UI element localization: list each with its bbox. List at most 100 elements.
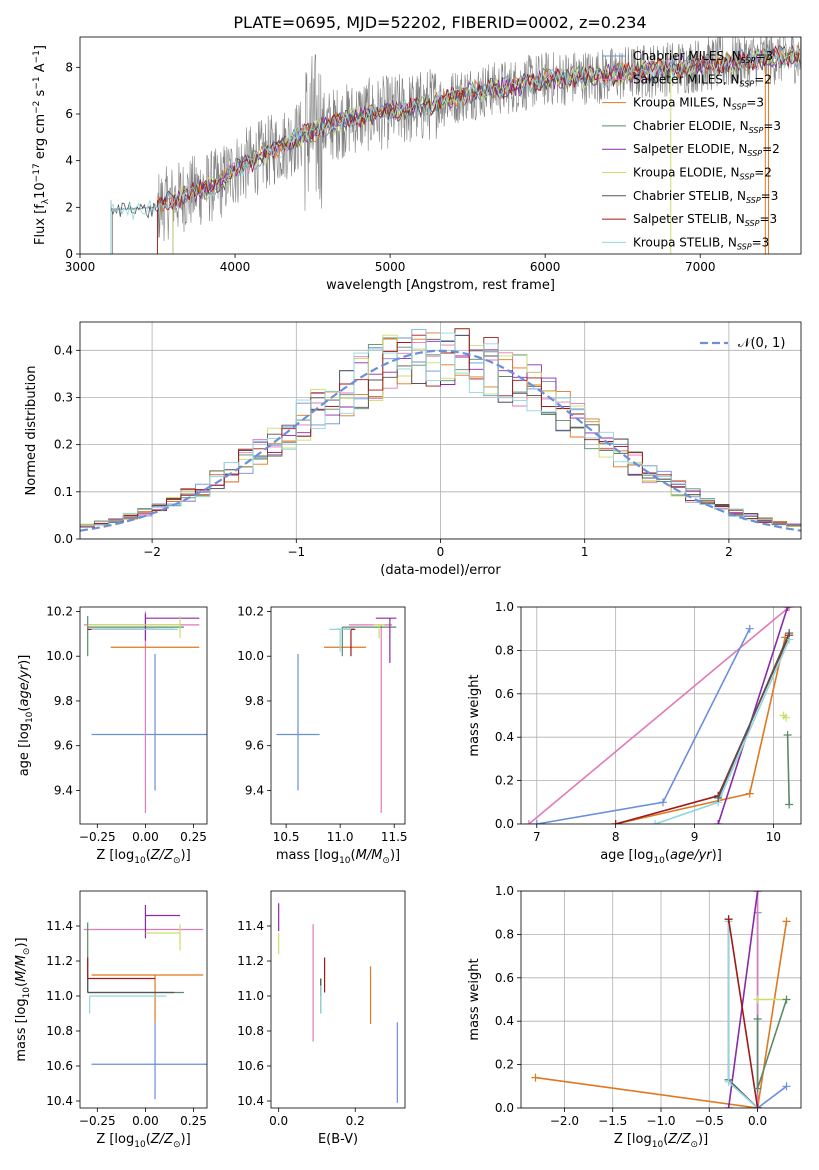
x-tick-label: −1 bbox=[287, 545, 305, 559]
legend-entry: Kroupa ELODIE, NSSP=2 bbox=[633, 166, 772, 182]
x-tick-label: 0.25 bbox=[180, 830, 207, 844]
x-axis-label: age [log10(age/yr)] bbox=[600, 848, 722, 866]
x-tick-label: 11.0 bbox=[327, 830, 354, 844]
y-axis-label: Normed distribution bbox=[24, 366, 39, 496]
x-tick-label: 0.0 bbox=[269, 1114, 288, 1128]
weight-marker bbox=[785, 800, 794, 809]
y-tick-label: 11.2 bbox=[46, 954, 73, 968]
y-tick-label: 10.0 bbox=[237, 649, 264, 663]
y-tick-label: 6 bbox=[65, 107, 73, 121]
weight-marker bbox=[782, 995, 791, 1004]
spectrum-frame bbox=[79, 36, 802, 255]
y-tick-label: 0.6 bbox=[495, 971, 514, 985]
mass-vs-extinction-panel: 0.0 0.2 10.4 10.6 10.8 11.0 11.2 11.4 E(B-V) bbox=[237, 890, 406, 1147]
age_vs_Z-frame bbox=[79, 606, 208, 825]
weight-line-salpeter-stelib bbox=[727, 919, 759, 1108]
mass-vs-metallicity-panel: −0.25 0.00 0.25 10.4 10.6 10.8 11.0 11.2 11.4 Z [… bbox=[14, 890, 208, 1150]
y-tick-label: 0.3 bbox=[54, 390, 73, 404]
weight-marker bbox=[531, 1073, 540, 1082]
model-line-salpeter-stelib bbox=[157, 45, 800, 210]
y-axis-label: mass weight bbox=[467, 674, 482, 756]
legend-entry: Salpeter STELIB, NSSP=3 bbox=[633, 212, 777, 228]
y-tick-label: 11.4 bbox=[46, 919, 73, 933]
y-tick-label: 11.0 bbox=[46, 989, 73, 1003]
x-axis-label: Z [log10(Z/Z⊙)] bbox=[96, 848, 190, 866]
weight-marker bbox=[782, 917, 791, 926]
y-tick-label: 9.4 bbox=[54, 783, 73, 797]
normal-curve bbox=[80, 349, 801, 532]
x-tick-label: 0 bbox=[437, 545, 445, 559]
y-tick-label: 10.8 bbox=[46, 1024, 73, 1038]
y-tick-label: 0.2 bbox=[495, 774, 514, 788]
mass_vs_Z-plot-area bbox=[83, 905, 207, 1100]
legend-entry: Chabrier STELIB, NSSP=3 bbox=[633, 189, 778, 205]
x-tick-label: −0.5 bbox=[695, 1114, 724, 1128]
weight_vs_age-plot-area bbox=[521, 607, 801, 824]
weight-marker bbox=[745, 624, 754, 633]
x-tick-label: −0.25 bbox=[79, 830, 116, 844]
x-axis-label: Z [log10(Z/Z⊙)] bbox=[614, 1132, 708, 1150]
x-tick-label: 3000 bbox=[65, 260, 96, 274]
y-tick-label: 10.2 bbox=[46, 604, 73, 618]
y-tick-label: 0.2 bbox=[54, 438, 73, 452]
weight-marker bbox=[785, 607, 794, 611]
y-axis-label: age [log10(age/yr)] bbox=[17, 655, 35, 777]
age_vs_mass-frame bbox=[270, 606, 406, 825]
x-tick-label: 0.2 bbox=[346, 1114, 365, 1128]
weight-marker bbox=[745, 789, 754, 798]
x-tick-label: −2.0 bbox=[550, 1114, 579, 1128]
weight-marker bbox=[714, 820, 723, 824]
y-tick-label: 0.4 bbox=[495, 1014, 514, 1028]
y-tick-label: 9.6 bbox=[245, 739, 264, 753]
x-axis-label: mass [log10(M/M⊙)] bbox=[276, 848, 400, 866]
weight-marker bbox=[651, 820, 660, 824]
y-tick-label: 10.0 bbox=[46, 649, 73, 663]
y-tick-label: 10.2 bbox=[237, 604, 264, 618]
weight-marker bbox=[753, 891, 762, 895]
x-tick-label: 8 bbox=[612, 830, 620, 844]
weight-marker bbox=[532, 820, 541, 824]
weight-marker bbox=[753, 1104, 762, 1108]
weight-marker bbox=[611, 820, 620, 824]
legend-entry: Chabrier MILES, NSSP=3 bbox=[633, 49, 773, 65]
mass-weight-vs-metallicity-panel: −2.0 −1.5 −1.0 −0.5 0.0 0.0 0.2 0.4 0.6 0.8 1.0 Z [… bbox=[467, 884, 802, 1150]
y-tick-label: 9.4 bbox=[245, 783, 264, 797]
y-tick-label: 0.1 bbox=[54, 485, 73, 499]
y-tick-label: 0.0 bbox=[495, 817, 514, 831]
y-tick-label: 1.0 bbox=[495, 884, 514, 898]
legend-entry: Kroupa MILES, NSSP=3 bbox=[633, 96, 764, 112]
weight-marker bbox=[753, 1015, 762, 1024]
weight-marker bbox=[714, 793, 723, 802]
y-tick-label: 10.4 bbox=[46, 1094, 73, 1108]
mass_vs_ebv-frame bbox=[270, 890, 406, 1109]
y-tick-label: 0.4 bbox=[495, 730, 514, 744]
y-tick-label: 11.4 bbox=[237, 919, 264, 933]
x-tick-label: 4000 bbox=[220, 260, 251, 274]
weight-marker bbox=[724, 915, 733, 924]
x-tick-label: 11.5 bbox=[381, 830, 408, 844]
y-tick-label: 9.8 bbox=[54, 694, 73, 708]
x-axis-label: (data-model)/error bbox=[380, 563, 501, 578]
y-tick-label: 11.0 bbox=[237, 989, 264, 1003]
y-tick-label: 0 bbox=[65, 247, 73, 261]
y-tick-label: 9.6 bbox=[54, 739, 73, 753]
x-tick-label: 7000 bbox=[685, 260, 716, 274]
weight-line-kroupa-miles bbox=[535, 921, 788, 1108]
weight-marker bbox=[724, 1104, 733, 1108]
x-tick-label: −2 bbox=[143, 545, 161, 559]
y-tick-label: 9.8 bbox=[245, 694, 264, 708]
age-vs-metallicity-panel: −0.25 0.00 0.25 9.4 9.6 9.8 10.0 10.2 Z [log10(Z… bbox=[17, 604, 208, 866]
weight-marker bbox=[783, 607, 792, 611]
weight-marker bbox=[724, 1077, 733, 1086]
weight-marker bbox=[783, 731, 792, 740]
weight-marker bbox=[658, 798, 667, 807]
legend-entry: Kroupa STELIB, NSSP=3 bbox=[633, 235, 769, 251]
y-tick-label: 0.8 bbox=[495, 927, 514, 941]
weight-line-salpeter-elodie bbox=[727, 891, 759, 1108]
spectrum-plot-area bbox=[110, 37, 801, 254]
y-tick-label: 10.6 bbox=[46, 1059, 73, 1073]
panels: 3000 4000 5000 6000 7000 0 2 4 6 8 wavelength [Ang… bbox=[14, 36, 802, 1150]
age-vs-mass-panel: 10.5 11.0 11.5 9.4 9.6 9.8 10.0 10.2 mass [log10… bbox=[237, 604, 407, 866]
y-tick-label: 1.0 bbox=[495, 600, 514, 614]
weight-line-chabrier-stelib bbox=[717, 632, 790, 799]
